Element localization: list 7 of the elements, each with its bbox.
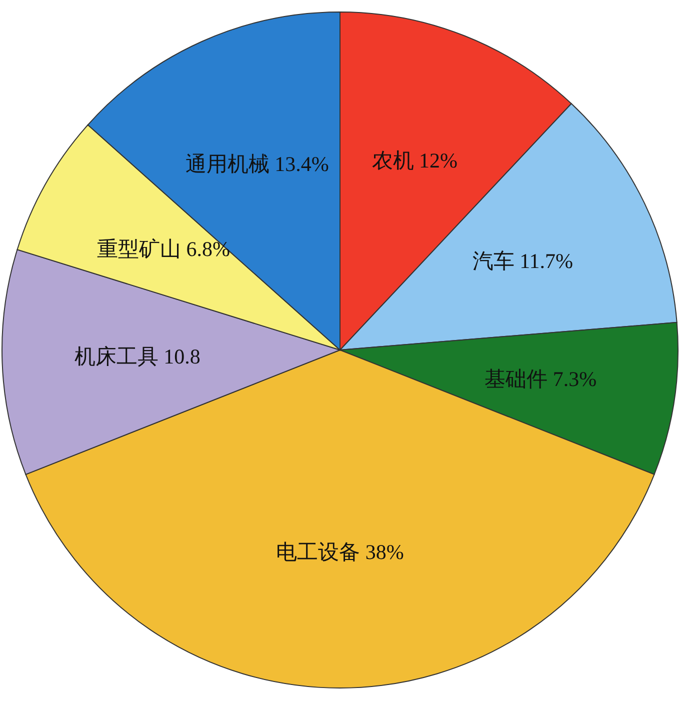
slice-label: 通用机械 13.4% bbox=[185, 152, 329, 176]
slice-label: 基础件 7.3% bbox=[484, 366, 597, 391]
slice-label: 重型矿山 6.8% bbox=[97, 237, 230, 262]
slice-label: 农机 12% bbox=[372, 148, 458, 172]
slice-label: 机床工具 10.8 bbox=[74, 344, 200, 369]
slice-label: 汽车 11.7% bbox=[472, 248, 574, 273]
slice-label: 电工设备 38% bbox=[276, 540, 404, 564]
